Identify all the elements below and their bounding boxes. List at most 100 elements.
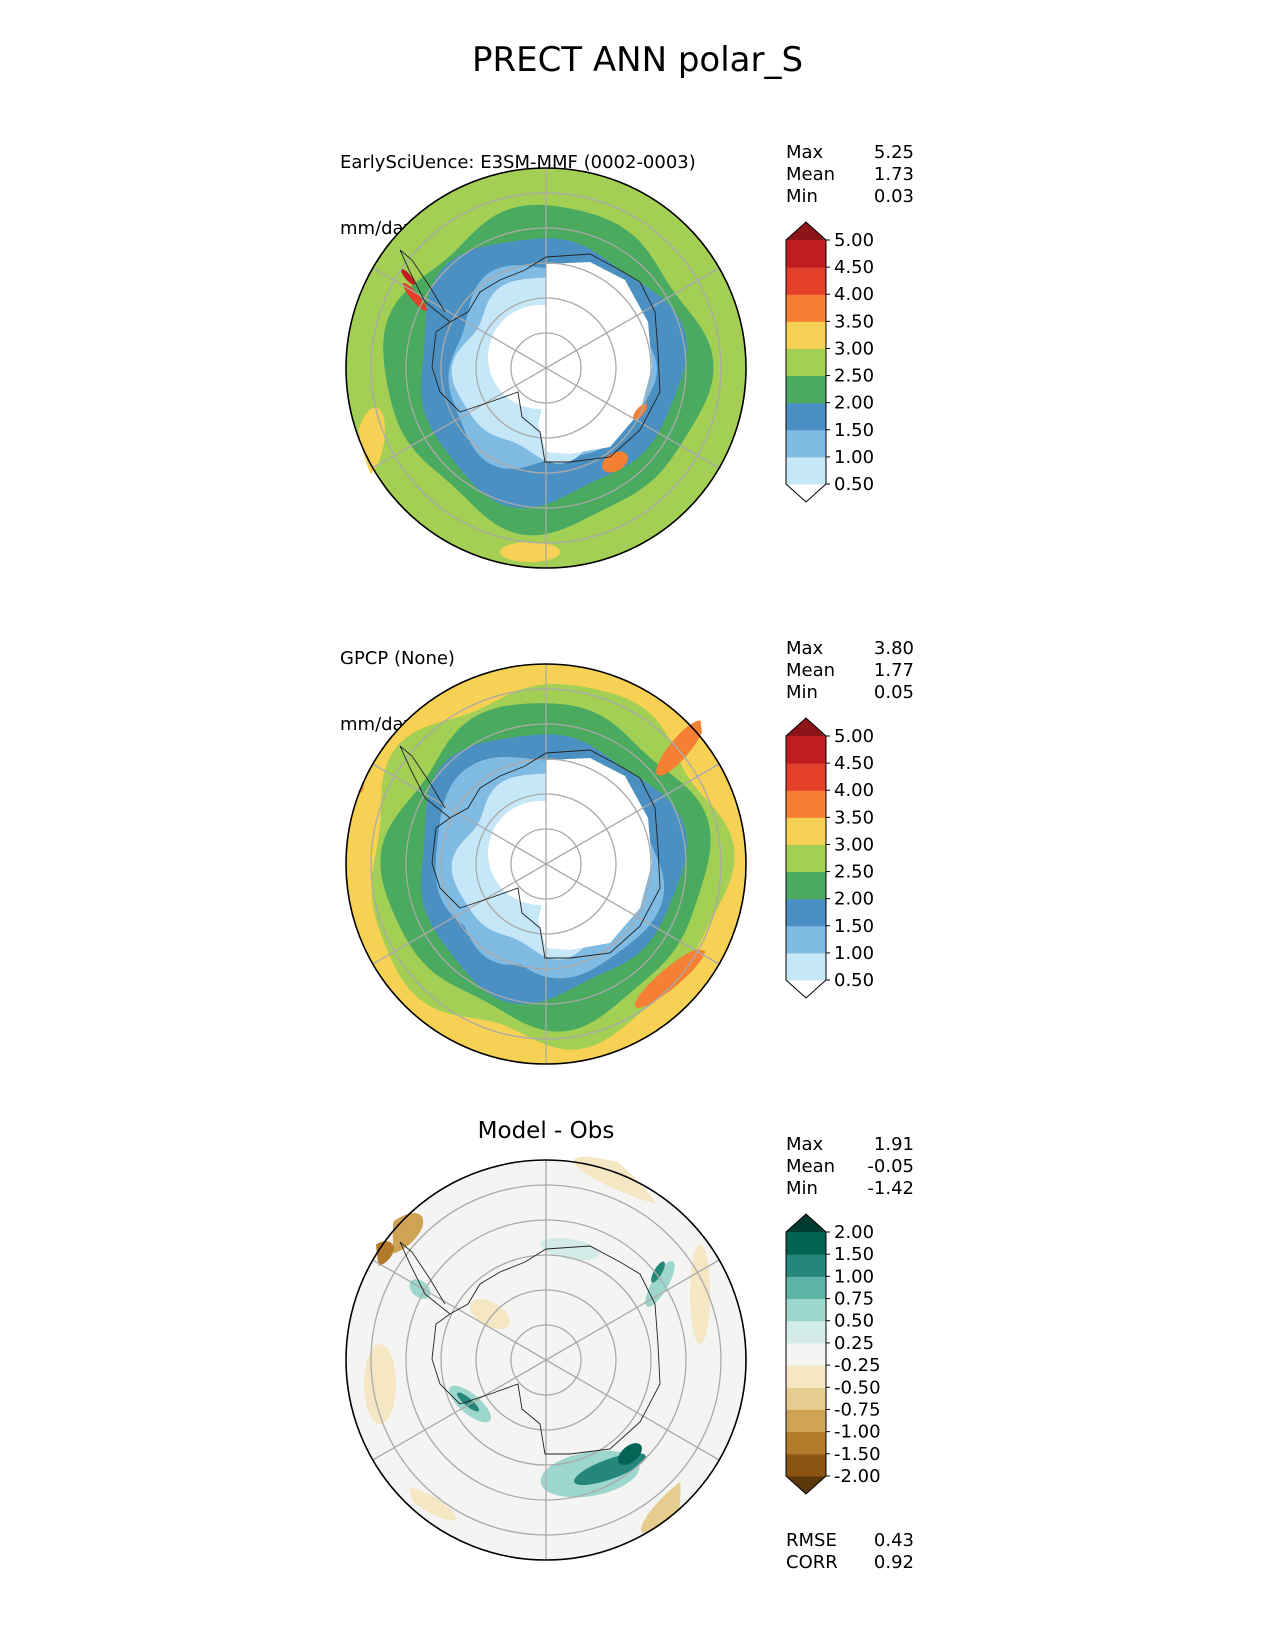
colorbar-segment (786, 1254, 826, 1277)
map-boundary (345, 167, 747, 569)
panel2-title: GPCP (None) mm/day (340, 604, 455, 758)
colorbar-extend-bottom (786, 484, 826, 502)
colorbar-tick-label: 4.50 (834, 753, 874, 774)
antarctic-peninsula-coastline (399, 249, 451, 323)
panel3-polar-map (345, 1156, 747, 1561)
colorbar-tick-label: 2.50 (834, 366, 874, 387)
field-negative (690, 1244, 710, 1344)
panel1-colorbar: 0.50 1.00 1.50 2.00 2.50 3.00 3.50 4.00 4.50 5.00 (785, 221, 874, 503)
colorbar-segment (786, 817, 826, 845)
colorbar-tick-label: 3.50 (834, 311, 874, 332)
colorbar-tick-label: 3.50 (834, 807, 874, 828)
field-positive (651, 1261, 665, 1283)
colorbar-tick-label: 1.50 (834, 1244, 874, 1265)
longitude-gridline (545, 1259, 720, 1361)
field-negative (403, 1487, 457, 1521)
figure-title: PRECT ANN polar_S (471, 40, 804, 80)
field-positive (618, 1443, 642, 1465)
field-high-precip (634, 948, 706, 1008)
panel1-polar-map (345, 167, 747, 569)
longitude-gridline (545, 863, 720, 965)
colorbar-tick-label: 1.00 (834, 447, 874, 468)
stat-max: Max 1.91 (786, 1134, 914, 1155)
longitude-gridline (372, 267, 547, 369)
colorbar-segment (786, 763, 826, 791)
colorbar-tick-label: -1.00 (834, 1422, 881, 1443)
colorbar-tick-label: 0.50 (834, 1311, 874, 1332)
field-high-precip (500, 542, 560, 562)
colorbar-tick-label: 5.00 (834, 230, 874, 251)
antarctic-peninsula-coastline (399, 745, 451, 819)
colorbar-tick-label: -1.50 (834, 1444, 881, 1465)
colorbar-tick-label: 0.25 (834, 1333, 874, 1354)
stat-min: Min 0.03 (786, 186, 914, 207)
field-low-precip (538, 758, 652, 950)
colorbar-extend-top (786, 1214, 826, 1232)
colorbar-extend-top (786, 718, 826, 736)
colorbar-tick-label: 5.00 (834, 726, 874, 747)
stat-max: Max 3.80 (786, 638, 914, 659)
stat-corr: CORR 0.92 (786, 1552, 914, 1573)
field-positive (540, 1237, 600, 1261)
stat-min: Min -1.42 (786, 1178, 914, 1199)
antarctica-coastline (431, 1245, 661, 1455)
panel1-stats: Max 5.25 Mean 1.73 Min 0.03 (786, 142, 914, 208)
panel3-colorbar: -2.00-1.50-1.00-0.75-0.50-0.250.250.500.… (785, 1213, 881, 1495)
longitude-gridline (545, 1359, 720, 1461)
colorbar-segment (786, 1320, 826, 1344)
colorbar-segment (786, 456, 826, 485)
antarctica-coastline (431, 253, 661, 463)
colorbar-segment (786, 925, 826, 954)
panel2-stats: Max 3.80 Mean 1.77 Min 0.05 (786, 638, 914, 704)
colorbar-segment (786, 402, 826, 431)
field-negative (364, 1344, 396, 1424)
longitude-gridline (545, 367, 720, 469)
field-positive (645, 1261, 675, 1307)
colorbar-segment (786, 898, 826, 927)
colorbar-extend-bottom (786, 980, 826, 998)
colorbar-extend-bottom (786, 1476, 826, 1494)
longitude-gridline (372, 367, 547, 469)
colorbar-tick-label: -2.00 (834, 1466, 881, 1487)
colorbar-tick-label: 3.00 (834, 834, 874, 855)
colorbar-segment (786, 844, 826, 873)
field-high-precip (401, 269, 415, 285)
colorbar-tick-label: 3.00 (834, 338, 874, 359)
colorbar-tick-label: 0.50 (834, 474, 874, 495)
colorbar-tick-label: 1.00 (834, 1266, 874, 1287)
panel3-extra-stats: RMSE 0.43 CORR 0.92 (786, 1530, 914, 1574)
colorbar-segment (786, 790, 826, 818)
panel1-units: mm/day (340, 218, 415, 239)
longitude-gridline (372, 1259, 547, 1361)
colorbar-tick-label: 2.00 (834, 889, 874, 910)
colorbar-segment (786, 1453, 826, 1477)
antarctic-peninsula-coastline (399, 1241, 451, 1315)
colorbar-segment (786, 1276, 826, 1300)
stat-mean: Mean 1.73 (786, 164, 914, 185)
colorbar-segment (786, 294, 826, 322)
colorbar-segment (786, 952, 826, 981)
colorbar-tick-label: 1.50 (834, 916, 874, 937)
colorbar-segment (786, 736, 826, 764)
field-positive (456, 1392, 480, 1412)
colorbar-segment (786, 1298, 826, 1322)
colorbar-segment (786, 871, 826, 900)
stat-mean: Mean 1.77 (786, 660, 914, 681)
panel2-title-line1: GPCP (None) (340, 648, 455, 669)
colorbar-tick-label: -0.25 (834, 1355, 881, 1376)
colorbar-tick-label: 4.00 (834, 284, 874, 305)
colorbar-segment (786, 321, 826, 349)
panel2-units: mm/day (340, 714, 415, 735)
colorbar-tick-label: 1.50 (834, 420, 874, 441)
colorbar-segment (786, 1342, 826, 1366)
longitude-gridline (372, 863, 547, 965)
colorbar-tick-label: -0.75 (834, 1399, 881, 1420)
colorbar-segment (786, 1431, 826, 1455)
longitude-gridline (372, 763, 547, 865)
stat-max: Max 5.25 (786, 142, 914, 163)
field-high-precip (656, 720, 704, 776)
colorbar-segment (786, 240, 826, 268)
colorbar-segment (786, 1365, 826, 1388)
map-boundary (345, 1159, 747, 1561)
colorbar-segment (786, 348, 826, 377)
